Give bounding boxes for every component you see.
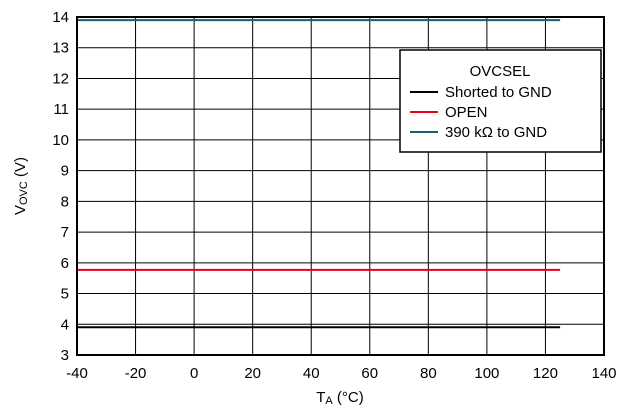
y-tick-label-9: 12 <box>52 70 69 87</box>
plot-border <box>76 16 605 356</box>
series-lines <box>77 19 561 329</box>
y-tick-label-8: 11 <box>53 101 69 118</box>
y-tick-labels: 3 4 5 6 7 8 9 10 11 12 13 14 <box>52 9 69 364</box>
y-tick-label-11: 14 <box>52 9 69 26</box>
legend-items: Shorted to GND OPEN 390 kΩ to GND <box>410 84 552 141</box>
x-tick-labels: -40 -20 0 20 40 60 80 100 120 140 <box>66 365 616 382</box>
x-tick-label-9: 140 <box>591 365 616 382</box>
y-tick-label-10: 13 <box>52 40 69 57</box>
y-tick-label-7: 10 <box>52 132 69 149</box>
x-tick-label-5: 60 <box>361 365 378 382</box>
y-tick-label-0: 3 <box>61 347 69 364</box>
y-tick-label-4: 7 <box>61 224 69 241</box>
x-tick-label-8: 120 <box>533 365 558 382</box>
x-tick-label-2: 0 <box>190 365 198 382</box>
y-tick-label-2: 5 <box>61 286 69 303</box>
y-tick-label-1: 4 <box>61 316 69 333</box>
legend-label-1: OPEN <box>445 104 488 121</box>
x-tick-label-0: -40 <box>66 365 88 382</box>
y-tick-label-6: 9 <box>61 163 69 180</box>
legend-box <box>399 49 602 153</box>
x-tick-label-6: 80 <box>420 365 437 382</box>
x-axis-title: TA (°C) <box>316 389 364 407</box>
x-tick-label-4: 40 <box>303 365 320 382</box>
legend: OVCSEL Shorted to GND OPEN 390 kΩ to GND <box>399 49 602 153</box>
y-tick-label-3: 6 <box>61 255 69 272</box>
legend-title: OVCSEL <box>470 63 531 80</box>
y-axis-title: VOVC (V) <box>12 157 30 215</box>
legend-label-2: 390 kΩ to GND <box>445 124 547 141</box>
x-tick-label-1: -20 <box>125 365 147 382</box>
x-tick-label-3: 20 <box>244 365 261 382</box>
legend-label-0: Shorted to GND <box>445 84 552 101</box>
x-tick-label-7: 100 <box>474 365 499 382</box>
y-tick-label-5: 8 <box>61 193 69 210</box>
